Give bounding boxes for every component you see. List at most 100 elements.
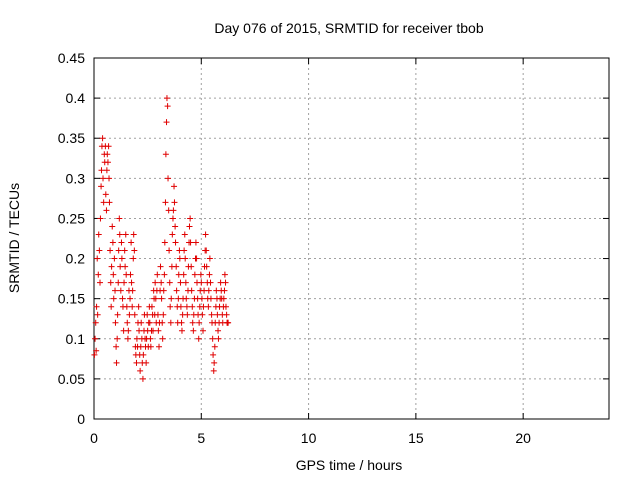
data-point [198, 295, 205, 302]
data-point [112, 287, 119, 294]
axis-layer: 0 0.05 0.1 0.15 0.2 0.25 0.3 0.35 0.4 0.45 0 5 10 15 2… [58, 50, 609, 446]
data-point [94, 311, 101, 318]
data-point [127, 295, 134, 302]
data-point [110, 295, 117, 302]
data-point [198, 279, 205, 286]
data-point [147, 343, 154, 350]
data-point [143, 359, 150, 366]
data-point [115, 279, 122, 286]
data-point [211, 343, 218, 350]
data-point [133, 359, 140, 366]
data-point [167, 303, 174, 310]
data-point [100, 175, 107, 182]
data-point [130, 255, 137, 262]
data-point [129, 303, 136, 310]
data-point [177, 303, 184, 310]
y-tick-label: 0.45 [58, 50, 85, 66]
data-point [110, 271, 117, 278]
data-point [178, 319, 185, 326]
data-point [159, 335, 166, 342]
data-point [168, 295, 175, 302]
data-point [160, 311, 167, 318]
data-point [106, 175, 113, 182]
data-point [173, 287, 180, 294]
data-point [109, 239, 116, 246]
data-point [113, 359, 120, 366]
data-point [162, 151, 169, 158]
data-point [93, 303, 100, 310]
data-point [97, 279, 104, 286]
data-point [164, 103, 171, 110]
data-point [115, 247, 122, 254]
data-point [187, 239, 194, 246]
data-point [125, 327, 132, 334]
x-tick-label: 20 [515, 430, 531, 446]
data-point [184, 311, 191, 318]
data-point [203, 263, 210, 270]
data-point [154, 311, 161, 318]
data-point [124, 319, 131, 326]
data-point [193, 255, 200, 262]
data-point [172, 223, 179, 230]
data-point [103, 207, 110, 214]
data-points [91, 95, 232, 382]
data-point [105, 143, 112, 150]
data-point [103, 167, 110, 174]
data-point [121, 279, 128, 286]
data-point [98, 167, 105, 174]
data-point [163, 119, 170, 126]
data-point [144, 311, 151, 318]
data-point [154, 271, 161, 278]
x-tick-label: 5 [197, 430, 205, 446]
data-point [150, 327, 157, 334]
data-point [211, 359, 218, 366]
grid-layer [94, 58, 609, 419]
data-point [119, 295, 126, 302]
data-point [206, 255, 213, 262]
data-point [161, 271, 168, 278]
data-point [123, 303, 130, 310]
data-point [95, 271, 102, 278]
data-point [114, 335, 121, 342]
data-point [162, 199, 169, 206]
data-point [160, 287, 167, 294]
data-point [188, 287, 195, 294]
data-point [122, 231, 129, 238]
data-point [92, 319, 99, 326]
y-tick-label: 0.1 [66, 331, 86, 347]
data-point [182, 255, 189, 262]
data-point [117, 287, 124, 294]
data-point [146, 319, 153, 326]
data-point [169, 231, 176, 238]
data-point [92, 335, 99, 342]
data-point [130, 231, 137, 238]
data-point [111, 255, 118, 262]
data-point [161, 239, 168, 246]
data-point [180, 271, 187, 278]
data-point [116, 215, 123, 222]
data-point [98, 183, 105, 190]
data-point [124, 335, 131, 342]
data-point [170, 207, 177, 214]
data-point [131, 247, 138, 254]
data-point [128, 239, 135, 246]
data-point [183, 303, 190, 310]
data-point [197, 271, 204, 278]
data-point [188, 263, 195, 270]
data-point [177, 279, 184, 286]
data-point [202, 231, 209, 238]
plot-frame [93, 57, 610, 420]
data-point [205, 287, 212, 294]
data-point [166, 279, 173, 286]
y-tick-label: 0.4 [66, 90, 86, 106]
plot-border [93, 57, 610, 420]
data-point [156, 343, 163, 350]
data-point [172, 239, 179, 246]
data-point [109, 223, 116, 230]
data-point [199, 311, 206, 318]
chart-title: Day 076 of 2015, SRMTID for receiver tbo… [214, 20, 483, 36]
data-point [169, 215, 176, 222]
data-point [118, 239, 125, 246]
data-point [210, 351, 217, 358]
data-point [215, 335, 222, 342]
